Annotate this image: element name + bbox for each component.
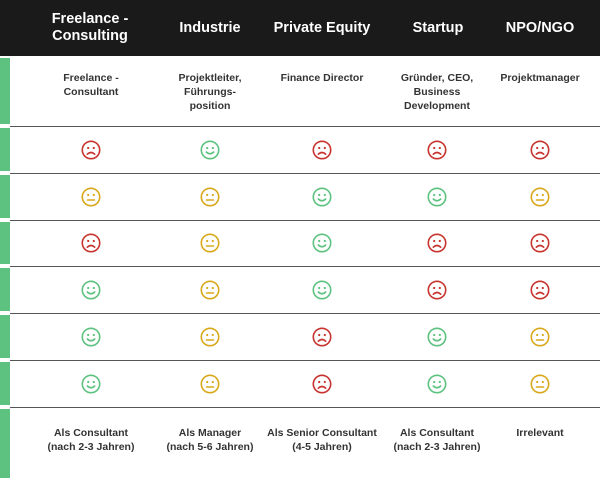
neutral-face-icon [81,187,101,207]
neutral-face-icon [200,327,220,347]
happy-face-icon [312,233,332,253]
transition-cell: Irrelevant [516,427,564,439]
column-header-label: Private Equity [273,19,371,36]
transition-cell: Als Senior Consultant (4-5 Jahren) [267,427,377,453]
column-header-startup: Startup [378,0,498,56]
happy-face-icon [312,280,332,300]
role-cell: Freelance - Consultant [63,72,119,98]
sad-face-icon [81,140,101,160]
sad-face-icon [312,374,332,394]
column-header-label: NPO/NGO [505,19,575,36]
row-divider [10,407,600,408]
sad-face-icon [427,140,447,160]
column-header-label: Startup [412,19,464,36]
sad-face-icon [530,140,550,160]
row-indicator [0,175,10,218]
row-indicator [0,222,10,264]
row-indicator [0,409,10,478]
neutral-face-icon [200,233,220,253]
row-divider [10,266,600,267]
neutral-face-icon [530,187,550,207]
happy-face-icon [312,187,332,207]
transition-cell: Als Manager (nach 5-6 Jahren) [166,427,254,453]
neutral-face-icon [200,280,220,300]
neutral-face-icon [200,374,220,394]
row-divider [10,360,600,361]
column-header-label: Industrie [179,19,241,36]
column-header-npo-ngo: NPO/NGO [480,0,600,56]
sad-face-icon [530,233,550,253]
transition-cell: Als Consultant (nach 2-3 Jahren) [47,427,135,453]
sad-face-icon [312,140,332,160]
row-divider [10,173,600,174]
role-cell: Finance Director [280,72,364,84]
neutral-face-icon [200,187,220,207]
role-cell: Gründer, CEO, Business Development [400,72,474,112]
sad-face-icon [427,280,447,300]
row-divider [10,126,600,127]
role-cell: Projektleiter, Führungs- position [178,72,242,112]
sad-face-icon [312,327,332,347]
happy-face-icon [81,327,101,347]
happy-face-icon [427,327,447,347]
sad-face-icon [530,280,550,300]
column-header-freelance-consulting: Freelance - Consulting [30,0,150,56]
row-indicator [0,58,10,124]
row-indicator [0,268,10,311]
transition-cell: Als Consultant (nach 2-3 Jahren) [393,427,481,453]
neutral-face-icon [530,374,550,394]
row-indicator [0,315,10,358]
column-header-industrie: Industrie [150,0,270,56]
table-header: Freelance - Consulting Industrie Private… [0,0,600,56]
happy-face-icon [200,140,220,160]
happy-face-icon [81,374,101,394]
row-indicator [0,362,10,405]
sad-face-icon [81,233,101,253]
happy-face-icon [427,374,447,394]
neutral-face-icon [530,327,550,347]
column-header-label: Freelance - Consulting [51,11,129,44]
row-divider [10,313,600,314]
happy-face-icon [427,187,447,207]
happy-face-icon [81,280,101,300]
sad-face-icon [427,233,447,253]
row-divider [10,220,600,221]
role-cell: Projektmanager [500,72,580,84]
row-indicator [0,128,10,171]
column-header-private-equity: Private Equity [262,0,382,56]
